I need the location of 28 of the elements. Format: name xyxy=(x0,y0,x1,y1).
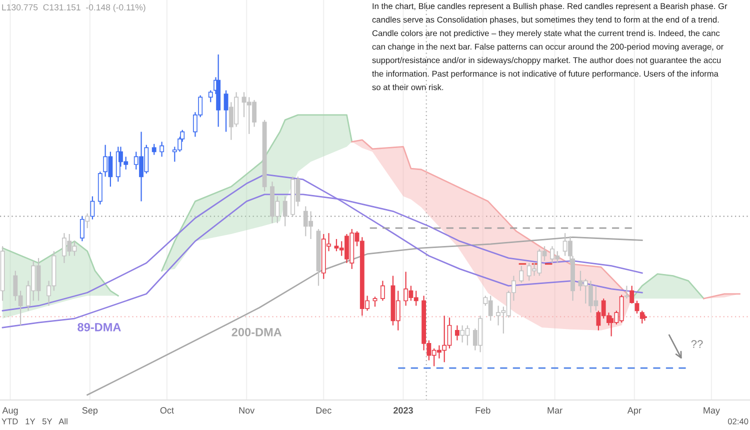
x-tick-label: Sep xyxy=(82,407,98,416)
text: 02:40 xyxy=(728,418,748,424)
candlestick xyxy=(372,296,378,308)
x-tick-label: Aug xyxy=(2,407,18,416)
candlestick xyxy=(282,196,288,227)
annotation: In the chart, Blue candles represent a Bullish phase. Red candles represent a Bearish phase. Gr candles serve as Consolidation phases, but sometimes they tend to form at the end of a trend. Candle colors are not predictive – they merely state what the current trend is. Indeed, the canc can change in the next bar. False patterns can occur around the 200-period moving average, or support/resistance and/or in sideways/choppy market. The author does not guarantee the accu the information. Past performance is not indicative of future performance. Users of the informa so at their own risk. xyxy=(372,3,728,90)
candlestick xyxy=(519,265,524,284)
series-label: 200-DMA xyxy=(232,328,282,336)
x-tick-label: Apr xyxy=(627,407,642,416)
annotation: ?? xyxy=(691,340,703,348)
series-label: 89-DMA xyxy=(78,322,121,332)
x-tick-label: Oct xyxy=(160,407,174,414)
text: YTD 1Y 5Y All xyxy=(2,418,68,424)
text: L130.775 C131.151 -0.148 (-0.11%) xyxy=(2,4,146,12)
candlestick xyxy=(380,280,385,302)
x-tick-label: 2023 xyxy=(394,407,413,414)
candlestick xyxy=(634,300,640,314)
candlestick xyxy=(208,90,213,103)
candlestick xyxy=(630,285,634,304)
x-tick-label: Feb xyxy=(476,406,490,414)
x-tick-label: Mar xyxy=(548,407,562,414)
x-tick-label: Nov xyxy=(239,407,255,414)
x-tick-label: Dec xyxy=(316,407,332,414)
candlestick xyxy=(454,324,460,341)
candlestick xyxy=(224,90,228,132)
x-tick-label: May xyxy=(704,407,720,416)
candlestick xyxy=(160,141,164,158)
candlestick xyxy=(152,143,156,156)
